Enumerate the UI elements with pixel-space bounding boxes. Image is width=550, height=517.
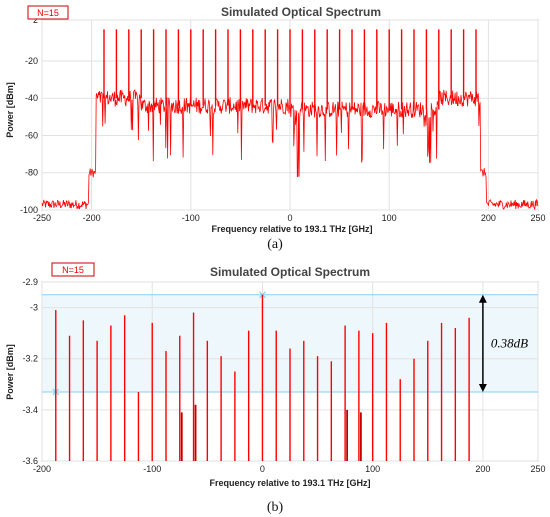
x-tick-label-a: 100 [382,213,397,223]
y-tick-label-b: -3.2 [22,354,38,364]
annotation-arrow-head-bottom [478,383,487,392]
badge-a [27,5,69,20]
y-tick-label-b: -3.6 [22,456,38,466]
badge-a-text: N=15 [37,8,59,18]
y-axis-label-b: Power [dBm] [5,344,15,400]
x-tick-label-b: 250 [530,464,545,474]
y-tick-label-b: -3.4 [22,405,38,415]
y-axis-label-a: Power [dBm] [5,82,15,138]
caption-b: (b) [266,500,284,515]
x-tick-label-a: -200 [83,213,101,223]
y-tick-label-a: 2 [33,15,38,25]
badge-b [51,262,95,277]
x-tick-label-b: -200 [33,464,51,474]
x-tick-label-a: -100 [182,213,200,223]
y-tick-label-b: -3 [30,303,38,313]
x-tick-label-a: 250 [530,213,545,223]
x-tick-label-b: 0 [260,464,265,474]
annotation-arrow-head-top [478,294,487,303]
y-tick-label-a: -80 [25,168,38,178]
x-axis-label-b: Frequency relative to 193.1 THz [GHz] [209,478,370,488]
x-tick-label-b: 200 [475,464,490,474]
x-tick-label-a: 0 [287,213,292,223]
x-tick-label-b: -100 [143,464,161,474]
x-tick-label-a: 200 [481,213,496,223]
y-tick-label-a: -40 [25,93,38,103]
x-tick-label-a: -250 [33,213,51,223]
y-tick-label-a: -20 [25,56,38,66]
chart-a-title: Simulated Optical Spectrum [221,5,381,19]
annotation-label: 0.38dB [491,335,528,350]
chart-b-title: Simulated Optical Spectrum [210,265,370,279]
badge-b-text: N=15 [62,265,84,275]
y-tick-label-a: -60 [25,130,38,140]
x-tick-label-b: 100 [365,464,380,474]
y-tick-label-b: -2.9 [22,277,38,287]
caption-a: (a) [267,237,283,252]
y-tick-label-a: -100 [20,205,38,215]
x-axis-label-a: Frequency relative to 193.1 THz [GHz] [211,224,372,234]
